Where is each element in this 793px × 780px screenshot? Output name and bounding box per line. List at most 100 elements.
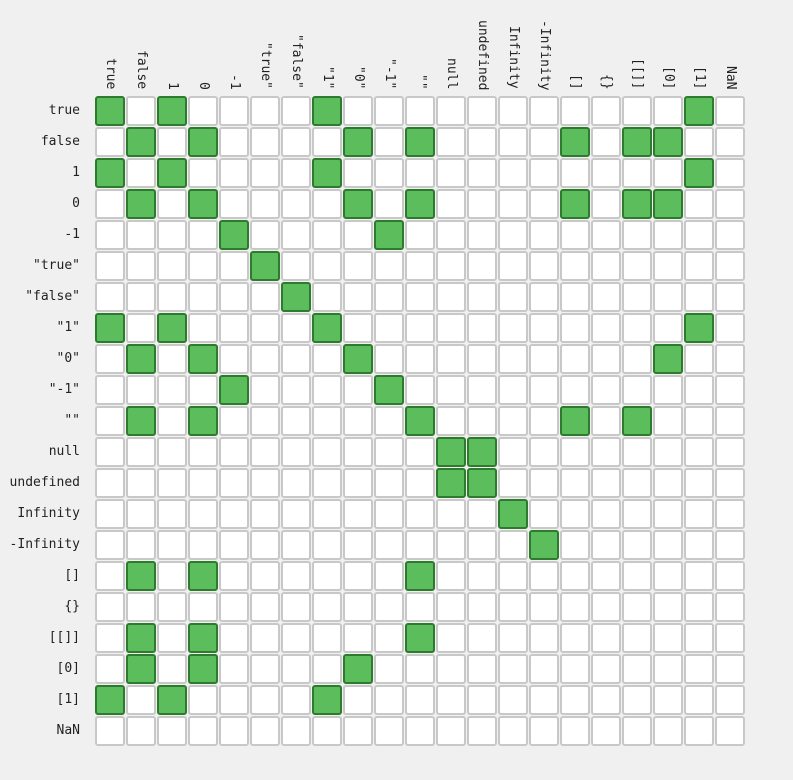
equal-cell xyxy=(312,313,342,343)
not-equal-cell xyxy=(498,220,528,250)
not-equal-cell xyxy=(467,220,497,250)
not-equal-cell xyxy=(405,96,435,126)
row-label: true xyxy=(48,103,80,118)
not-equal-cell xyxy=(653,96,683,126)
not-equal-cell xyxy=(684,220,714,250)
equal-cell xyxy=(684,96,714,126)
not-equal-cell xyxy=(498,282,528,312)
not-equal-cell xyxy=(374,654,404,684)
not-equal-cell xyxy=(157,127,187,157)
not-equal-cell xyxy=(467,716,497,746)
not-equal-cell xyxy=(436,313,466,343)
not-equal-cell xyxy=(591,561,621,591)
not-equal-cell xyxy=(374,96,404,126)
not-equal-cell xyxy=(281,561,311,591)
not-equal-cell xyxy=(95,437,125,467)
not-equal-cell xyxy=(653,251,683,281)
not-equal-cell xyxy=(343,716,373,746)
not-equal-cell xyxy=(219,530,249,560)
not-equal-cell xyxy=(374,313,404,343)
not-equal-cell xyxy=(591,375,621,405)
not-equal-cell xyxy=(312,344,342,374)
not-equal-cell xyxy=(467,96,497,126)
not-equal-cell xyxy=(188,96,218,126)
not-equal-cell xyxy=(622,251,652,281)
not-equal-cell xyxy=(436,623,466,653)
equal-cell xyxy=(622,189,652,219)
column-label: "false" xyxy=(289,34,304,89)
not-equal-cell xyxy=(560,96,590,126)
not-equal-cell xyxy=(188,313,218,343)
equal-cell xyxy=(281,282,311,312)
not-equal-cell xyxy=(560,623,590,653)
column-label: "" xyxy=(413,74,428,90)
equal-cell xyxy=(374,375,404,405)
not-equal-cell xyxy=(95,220,125,250)
row-label: false xyxy=(40,134,80,149)
not-equal-cell xyxy=(157,499,187,529)
row-label: {} xyxy=(64,599,80,614)
not-equal-cell xyxy=(498,406,528,436)
not-equal-cell xyxy=(498,530,528,560)
not-equal-cell xyxy=(467,685,497,715)
not-equal-cell xyxy=(219,499,249,529)
not-equal-cell xyxy=(715,561,745,591)
not-equal-cell xyxy=(622,96,652,126)
not-equal-cell xyxy=(281,499,311,529)
not-equal-cell xyxy=(622,685,652,715)
not-equal-cell xyxy=(560,468,590,498)
equal-cell xyxy=(374,220,404,250)
not-equal-cell xyxy=(467,623,497,653)
not-equal-cell xyxy=(157,654,187,684)
not-equal-cell xyxy=(436,406,466,436)
not-equal-cell xyxy=(343,96,373,126)
not-equal-cell xyxy=(157,220,187,250)
equal-cell xyxy=(188,406,218,436)
not-equal-cell xyxy=(126,251,156,281)
not-equal-cell xyxy=(591,685,621,715)
not-equal-cell xyxy=(343,313,373,343)
not-equal-cell xyxy=(622,654,652,684)
column-label: [] xyxy=(568,74,583,90)
not-equal-cell xyxy=(715,282,745,312)
not-equal-cell xyxy=(281,96,311,126)
equal-cell xyxy=(405,189,435,219)
not-equal-cell xyxy=(374,127,404,157)
equal-cell xyxy=(188,189,218,219)
not-equal-cell xyxy=(95,375,125,405)
not-equal-cell xyxy=(498,716,528,746)
not-equal-cell xyxy=(560,158,590,188)
equal-cell xyxy=(126,654,156,684)
not-equal-cell xyxy=(157,437,187,467)
not-equal-cell xyxy=(281,530,311,560)
not-equal-cell xyxy=(498,313,528,343)
not-equal-cell xyxy=(126,530,156,560)
not-equal-cell xyxy=(715,468,745,498)
not-equal-cell xyxy=(622,530,652,560)
not-equal-cell xyxy=(281,251,311,281)
column-label: Infinity xyxy=(506,26,521,89)
not-equal-cell xyxy=(653,499,683,529)
not-equal-cell xyxy=(312,437,342,467)
not-equal-cell xyxy=(219,561,249,591)
not-equal-cell xyxy=(281,623,311,653)
row-label: "0" xyxy=(56,351,80,366)
not-equal-cell xyxy=(498,623,528,653)
not-equal-cell xyxy=(529,468,559,498)
not-equal-cell xyxy=(157,406,187,436)
not-equal-cell xyxy=(467,251,497,281)
not-equal-cell xyxy=(281,220,311,250)
not-equal-cell xyxy=(281,468,311,498)
not-equal-cell xyxy=(95,623,125,653)
not-equal-cell xyxy=(405,375,435,405)
not-equal-cell xyxy=(715,313,745,343)
not-equal-cell xyxy=(498,375,528,405)
column-label: [[]] xyxy=(630,58,645,90)
not-equal-cell xyxy=(281,189,311,219)
row-label: "true" xyxy=(33,258,80,273)
not-equal-cell xyxy=(374,623,404,653)
not-equal-cell xyxy=(219,685,249,715)
not-equal-cell xyxy=(95,592,125,622)
not-equal-cell xyxy=(591,437,621,467)
